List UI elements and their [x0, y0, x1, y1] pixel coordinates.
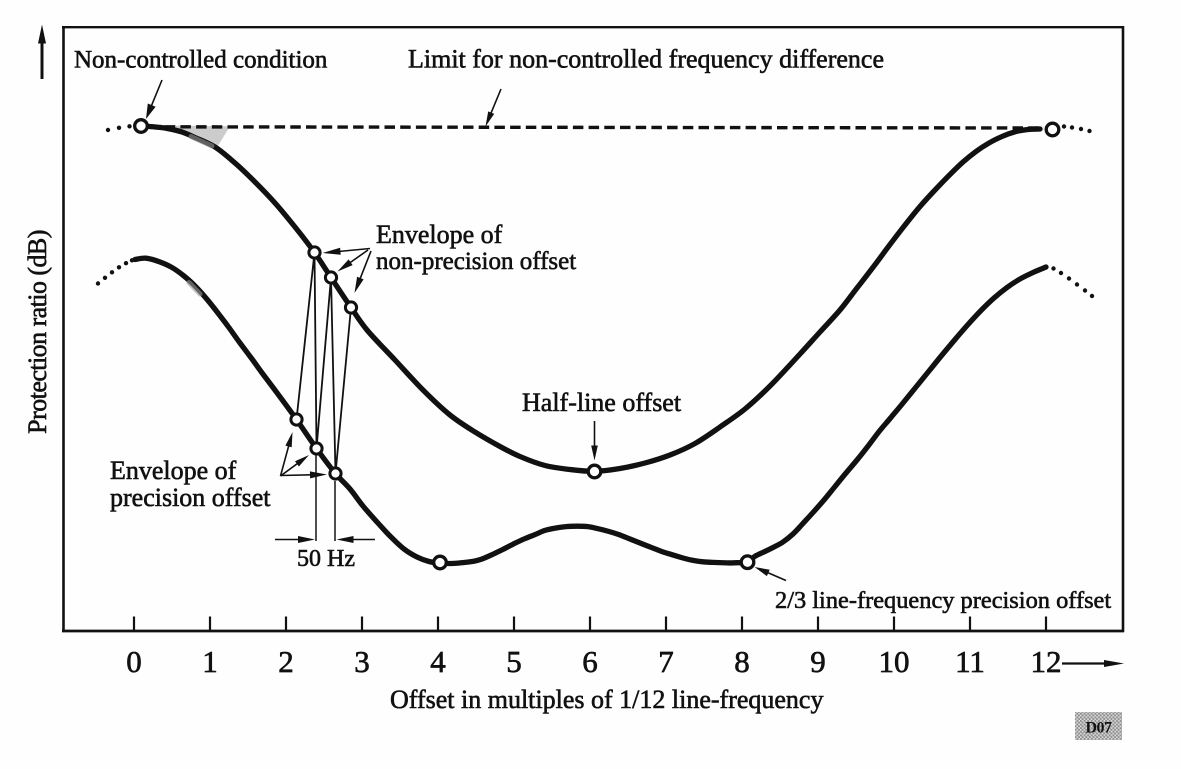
svg-text:D07: D07 [1085, 720, 1112, 737]
svg-text:Half-line offset: Half-line offset [522, 388, 682, 417]
svg-text:Non-controlled condition: Non-controlled condition [74, 47, 328, 74]
svg-text:4: 4 [430, 644, 446, 679]
svg-text:8: 8 [734, 644, 750, 679]
svg-text:Envelope of: Envelope of [376, 220, 503, 249]
svg-text:3: 3 [354, 644, 370, 679]
svg-text:Offset in multiples of 1/12 li: Offset in multiples of 1/12 line-frequen… [390, 685, 823, 714]
svg-text:precision offset: precision offset [110, 483, 271, 512]
svg-text:12: 12 [1031, 644, 1062, 679]
svg-text:50 Hz: 50 Hz [297, 546, 355, 572]
svg-text:7: 7 [658, 644, 674, 679]
svg-text:0: 0 [126, 644, 142, 679]
svg-text:2: 2 [278, 644, 294, 679]
svg-text:Limit for non-controlled frequ: Limit for non-controlled frequency diffe… [408, 45, 884, 74]
svg-text:1: 1 [202, 644, 218, 679]
svg-text:non-precision offset: non-precision offset [376, 248, 576, 275]
svg-text:6: 6 [582, 644, 598, 679]
svg-text:Protection ratio (dB): Protection ratio (dB) [23, 230, 52, 434]
svg-text:5: 5 [506, 644, 522, 679]
svg-text:Envelope of: Envelope of [110, 456, 237, 485]
svg-text:10: 10 [879, 644, 910, 679]
svg-text:9: 9 [810, 644, 826, 679]
svg-text:11: 11 [955, 644, 985, 679]
svg-text:2/3 line-frequency precision o: 2/3 line-frequency precision offset [775, 587, 1111, 614]
